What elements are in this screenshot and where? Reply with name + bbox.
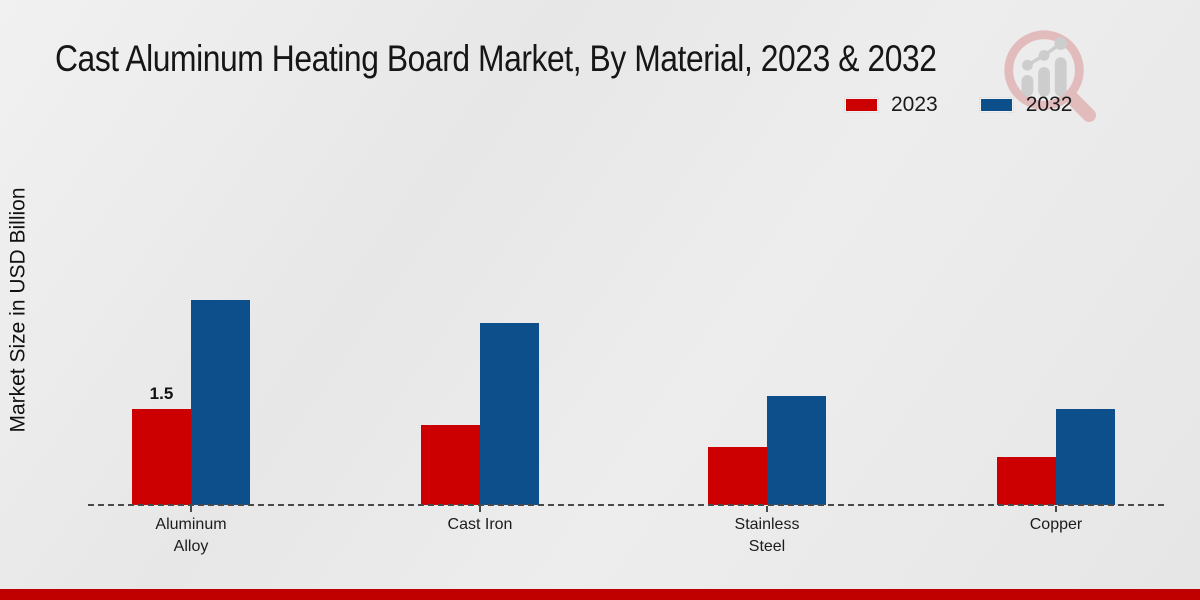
legend-swatch-2023	[845, 98, 878, 112]
legend-label-2023: 2023	[891, 93, 938, 116]
bar-2023-cast-iron	[421, 425, 480, 505]
legend-entry-2032: 2032	[979, 93, 1073, 117]
y-axis-label: Market Size in USD Billion	[7, 187, 30, 433]
legend: 2023 2032	[845, 93, 1072, 117]
bar-2023-aluminum-alloy	[132, 409, 191, 505]
x-axis-tick	[479, 506, 481, 512]
legend-entry-2023: 2023	[845, 93, 938, 117]
x-axis-category-label: Copper	[1029, 516, 1083, 533]
x-axis-tick	[190, 506, 192, 512]
bar-2032-aluminum-alloy	[191, 300, 250, 505]
bar-2023-copper	[997, 457, 1056, 505]
magnifier-growth-bars-logo-icon	[1004, 30, 1096, 123]
legend-label-2032: 2032	[1025, 93, 1073, 116]
chart-title: Cast Aluminum Heating Board Market, By M…	[55, 38, 937, 79]
bar-2032-stainless-steel	[767, 396, 826, 505]
x-axis-category-label: Aluminum Alloy	[155, 516, 227, 555]
bar-2032-cast-iron	[480, 323, 539, 505]
bar-2023-stainless-steel	[708, 447, 767, 505]
legend-swatch-2032	[979, 98, 1013, 112]
bar-value-label: 1.5	[149, 384, 174, 403]
bar-2032-copper	[1056, 409, 1115, 505]
x-axis-line	[88, 504, 1164, 506]
footer-accent-bar	[0, 589, 1200, 600]
x-axis-tick	[766, 506, 768, 512]
x-axis-tick	[1055, 506, 1057, 512]
x-axis-category-label: Stainless Steel	[734, 516, 800, 555]
x-axis-category-label: Cast Iron	[447, 516, 513, 533]
